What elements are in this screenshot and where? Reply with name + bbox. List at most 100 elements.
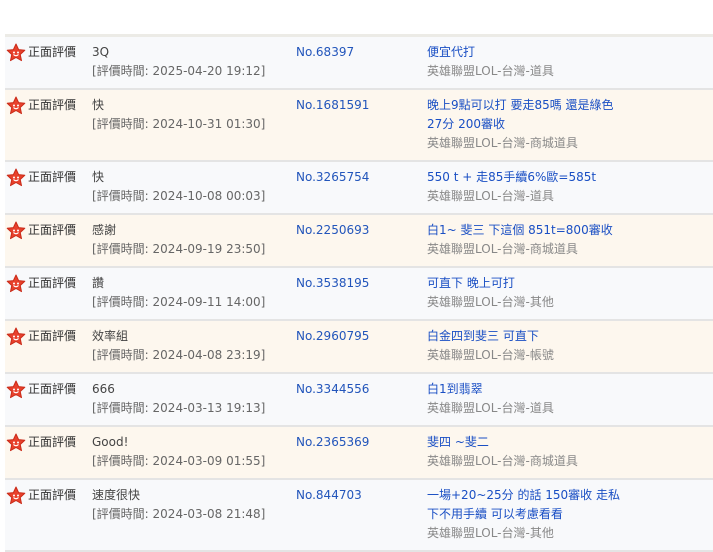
- review-time: [評價時間: 2024-10-31 01:30]: [92, 117, 266, 131]
- review-comment: 速度很快: [92, 488, 141, 502]
- order-number-text[interactable]: No.844703: [296, 488, 362, 502]
- order-category: 英雄聯盟LOL-台灣-其他: [427, 295, 554, 309]
- order-category: 英雄聯盟LOL-台灣-其他: [427, 526, 554, 540]
- order-number[interactable]: No.3538195: [296, 274, 427, 312]
- rating-cell: 正面評價: [5, 433, 92, 471]
- order-description[interactable]: 斐四 ~斐二: [427, 435, 489, 449]
- rating-label: 正面評價: [28, 435, 77, 449]
- comment-cell: Good! [評價時間: 2024-03-09 01:55]: [92, 433, 296, 471]
- order-description[interactable]: 白1到翡翠: [427, 382, 483, 396]
- review-comment: 3Q: [92, 45, 110, 59]
- smiling-star-icon: [6, 486, 26, 505]
- review-row: 正面評價 速度很快 [評價時間: 2024-03-08 21:48] No.84…: [5, 480, 713, 552]
- smiling-star-icon: [6, 96, 26, 115]
- order-description[interactable]: 可直下 晚上可打: [427, 276, 515, 290]
- smiling-star-icon: [6, 433, 26, 452]
- order-description[interactable]: 下不用手續 可以考慮看看: [427, 507, 563, 521]
- comment-cell: 感謝 [評價時間: 2024-09-19 23:50]: [92, 221, 296, 259]
- rating-cell: 正面評價: [5, 221, 92, 259]
- order-category: 英雄聯盟LOL-台灣-道具: [427, 401, 554, 415]
- review-comment: 666: [92, 382, 115, 396]
- order-number[interactable]: No.844703: [296, 486, 427, 543]
- rating-cell: 正面評價: [5, 380, 92, 418]
- smiling-star-icon: [6, 168, 26, 187]
- order-number[interactable]: No.2250693: [296, 221, 427, 259]
- review-row: 正面評價 3Q [評價時間: 2025-04-20 19:12] No.6839…: [5, 37, 713, 90]
- order-number[interactable]: No.3265754: [296, 168, 427, 206]
- rating-cell: 正面評價: [5, 486, 92, 543]
- order-number[interactable]: No.2365369: [296, 433, 427, 471]
- order-number-text[interactable]: No.3265754: [296, 170, 370, 184]
- comment-cell: 速度很快 [評價時間: 2024-03-08 21:48]: [92, 486, 296, 543]
- order-info-cell: 白1~ 斐三 下這個 851t=800審收 英雄聯盟LOL-台灣-商城道具: [427, 221, 713, 259]
- order-info-cell: 一場+20~25分 的話 150審收 走私 下不用手續 可以考慮看看 英雄聯盟LO…: [427, 486, 713, 543]
- smiling-star-icon: [6, 380, 26, 399]
- smiling-star-icon: [6, 43, 26, 62]
- order-description[interactable]: 27分 200審收: [427, 117, 505, 131]
- rating-cell: 正面評價: [5, 327, 92, 365]
- order-info-cell: 便宜代打 英雄聯盟LOL-台灣-道具: [427, 43, 713, 81]
- order-description[interactable]: 晚上9點可以打 要走85嗎 還是綠色: [427, 98, 614, 112]
- order-number[interactable]: No.3344556: [296, 380, 427, 418]
- order-info-cell: 白金四到斐三 可直下 英雄聯盟LOL-台灣-帳號: [427, 327, 713, 365]
- order-number-text[interactable]: No.3538195: [296, 276, 370, 290]
- order-number-text[interactable]: No.2250693: [296, 223, 370, 237]
- rating-label: 正面評價: [28, 488, 77, 502]
- review-row: 正面評價 666 [評價時間: 2024-03-13 19:13] No.334…: [5, 374, 713, 427]
- order-category: 英雄聯盟LOL-台灣-商城道具: [427, 136, 578, 150]
- order-info-cell: 白1到翡翠 英雄聯盟LOL-台灣-道具: [427, 380, 713, 418]
- review-time: [評價時間: 2024-03-09 01:55]: [92, 454, 266, 468]
- order-info-cell: 斐四 ~斐二 英雄聯盟LOL-台灣-商城道具: [427, 433, 713, 471]
- rating-cell: 正面評價: [5, 96, 92, 153]
- order-number[interactable]: No.2960795: [296, 327, 427, 365]
- order-number-text[interactable]: No.68397: [296, 45, 355, 59]
- review-time: [評價時間: 2024-10-08 00:03]: [92, 189, 266, 203]
- order-info-cell: 晚上9點可以打 要走85嗎 還是綠色 27分 200審收 英雄聯盟LOL-台灣-商…: [427, 96, 713, 153]
- smiling-star-icon: [6, 274, 26, 293]
- order-description[interactable]: 白1~ 斐三 下這個 851t=800審收: [427, 223, 613, 237]
- review-comment: 快: [92, 98, 105, 112]
- order-number-text[interactable]: No.2365369: [296, 435, 370, 449]
- rating-label: 正面評價: [28, 329, 77, 343]
- order-category: 英雄聯盟LOL-台灣-道具: [427, 189, 554, 203]
- order-number[interactable]: No.1681591: [296, 96, 427, 153]
- review-list: 正面評價 3Q [評價時間: 2025-04-20 19:12] No.6839…: [5, 34, 713, 552]
- order-description[interactable]: 白金四到斐三 可直下: [427, 329, 539, 343]
- comment-cell: 效率組 [評價時間: 2024-04-08 23:19]: [92, 327, 296, 365]
- review-row: 正面評價 效率組 [評價時間: 2024-04-08 23:19] No.296…: [5, 321, 713, 374]
- rating-label: 正面評價: [28, 98, 77, 112]
- order-category: 英雄聯盟LOL-台灣-商城道具: [427, 242, 578, 256]
- order-number-text[interactable]: No.2960795: [296, 329, 370, 343]
- review-time: [評價時間: 2024-04-08 23:19]: [92, 348, 266, 362]
- order-number-text[interactable]: No.3344556: [296, 382, 370, 396]
- review-row: 正面評價 Good! [評價時間: 2024-03-09 01:55] No.2…: [5, 427, 713, 480]
- review-comment: 讚: [92, 276, 105, 290]
- order-number[interactable]: No.68397: [296, 43, 427, 81]
- review-time: [評價時間: 2024-03-08 21:48]: [92, 507, 266, 521]
- order-number-text[interactable]: No.1681591: [296, 98, 370, 112]
- review-comment: 感謝: [92, 223, 117, 237]
- review-row: 正面評價 快 [評價時間: 2024-10-31 01:30] No.16815…: [5, 90, 713, 162]
- rating-label: 正面評價: [28, 223, 77, 237]
- comment-cell: 3Q [評價時間: 2025-04-20 19:12]: [92, 43, 296, 81]
- review-row: 正面評價 讚 [評價時間: 2024-09-11 14:00] No.35381…: [5, 268, 713, 321]
- rating-label: 正面評價: [28, 170, 77, 184]
- order-description[interactable]: 便宜代打: [427, 45, 476, 59]
- review-row: 正面評價 感謝 [評價時間: 2024-09-19 23:50] No.2250…: [5, 215, 713, 268]
- rating-label: 正面評價: [28, 45, 77, 59]
- order-category: 英雄聯盟LOL-台灣-道具: [427, 64, 554, 78]
- order-info-cell: 550 t + 走85手續6%歐=585t 英雄聯盟LOL-台灣-道具: [427, 168, 713, 206]
- rating-cell: 正面評價: [5, 274, 92, 312]
- review-row: 正面評價 快 [評價時間: 2024-10-08 00:03] No.32657…: [5, 162, 713, 215]
- review-time: [評價時間: 2024-09-19 23:50]: [92, 242, 266, 256]
- rating-cell: 正面評價: [5, 168, 92, 206]
- rating-label: 正面評價: [28, 276, 77, 290]
- order-description[interactable]: 一場+20~25分 的話 150審收 走私: [427, 488, 620, 502]
- smiling-star-icon: [6, 221, 26, 240]
- review-time: [評價時間: 2024-03-13 19:13]: [92, 401, 266, 415]
- rating-label: 正面評價: [28, 382, 77, 396]
- review-time: [評價時間: 2024-09-11 14:00]: [92, 295, 266, 309]
- order-description[interactable]: 550 t + 走85手續6%歐=585t: [427, 170, 597, 184]
- comment-cell: 666 [評價時間: 2024-03-13 19:13]: [92, 380, 296, 418]
- review-comment: Good!: [92, 435, 129, 449]
